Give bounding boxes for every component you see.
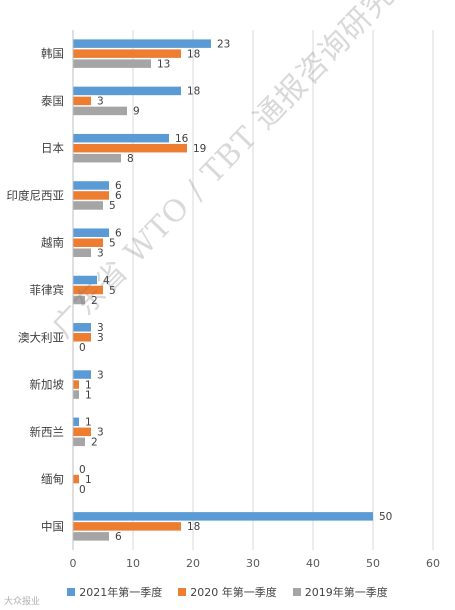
data-label: 3	[97, 96, 104, 108]
data-label: 9	[133, 106, 140, 118]
bar-2019	[73, 201, 103, 210]
category-label: 菲律宾	[30, 283, 65, 297]
bar-2021	[73, 133, 169, 143]
bar-2019	[73, 437, 85, 447]
bar-2020	[73, 427, 91, 437]
bar-2021	[73, 228, 109, 237]
source-mark: 大众报业	[4, 597, 41, 607]
data-label: 2	[91, 437, 98, 449]
bar-2019	[73, 532, 109, 541]
bar-2019	[73, 248, 91, 257]
bar-2020	[73, 285, 103, 295]
bar-2020	[73, 380, 79, 389]
bar-2021	[73, 39, 211, 48]
data-label: 1	[85, 379, 92, 391]
category-label: 澳大利亚	[18, 330, 64, 344]
data-label: 0	[79, 484, 86, 496]
chart-legend: 2021年第一季度 2020 年第一季度 2019年第一季度	[0, 583, 455, 601]
legend-swatch-2020	[178, 588, 187, 596]
data-label: 5	[109, 200, 116, 212]
data-label: 6	[115, 190, 122, 202]
x-tick-label: 0	[70, 557, 77, 570]
bar-2020	[73, 238, 103, 247]
x-tick-label: 60	[426, 557, 440, 570]
data-label: 6	[115, 227, 122, 239]
legend-item-2019: 2019年第一季度	[292, 584, 388, 600]
bar-2020	[73, 191, 109, 200]
data-label: 3	[97, 322, 104, 334]
x-tick-label: 30	[246, 557, 260, 570]
legend-label-2020: 2020 年第一季度	[190, 586, 277, 599]
legend-item-2021: 2021年第一季度	[67, 584, 162, 600]
data-label: 19	[193, 143, 206, 155]
data-label: 18	[187, 521, 200, 533]
bar-2020	[73, 522, 181, 531]
bar-2021	[73, 275, 97, 285]
data-label: 3	[97, 332, 104, 344]
legend-item-2020: 2020 年第一季度	[178, 584, 277, 600]
data-label: 6	[115, 531, 122, 543]
bar-2019	[73, 295, 85, 305]
data-label: 3	[97, 369, 104, 381]
legend-swatch-2019	[292, 588, 301, 596]
legend-label-2019: 2019年第一季度	[304, 586, 388, 599]
data-label: 4	[103, 275, 110, 287]
x-tick-label: 10	[126, 557, 140, 570]
data-label: 5	[109, 285, 116, 297]
category-label: 中国	[41, 519, 64, 533]
data-label: 18	[187, 86, 200, 98]
data-label: 1	[85, 389, 92, 401]
bar-2021	[73, 512, 373, 521]
bar-2019	[73, 59, 151, 68]
legend-label-2021: 2021年第一季度	[79, 586, 163, 599]
bar-2021	[73, 86, 181, 96]
bar-2019	[73, 390, 79, 399]
bar-2019	[73, 153, 121, 163]
bar-2020	[73, 96, 91, 106]
bar-2020	[73, 333, 91, 342]
data-label: 18	[187, 48, 200, 60]
legend-swatch-2021	[67, 588, 76, 596]
category-label: 新西兰	[30, 425, 65, 439]
category-label: 印度尼西亚	[7, 188, 65, 202]
category-label: 日本	[41, 141, 64, 155]
data-label: 8	[127, 153, 134, 165]
x-tick-label: 40	[306, 557, 320, 570]
data-label: 0	[79, 342, 86, 354]
bar-2020	[73, 143, 187, 153]
x-tick-label: 20	[186, 557, 200, 570]
category-label: 缅甸	[41, 472, 64, 486]
data-label: 0	[79, 464, 86, 476]
data-label: 23	[217, 38, 230, 50]
bar-2021	[73, 370, 91, 379]
data-label: 3	[97, 427, 104, 439]
bar-2020	[73, 474, 79, 484]
category-label: 新加坡	[30, 378, 65, 392]
bar-2021	[73, 181, 109, 190]
data-label: 16	[175, 133, 189, 145]
x-tick-label: 50	[366, 557, 380, 570]
category-label: 韩国	[41, 47, 64, 61]
bar-2019	[73, 106, 127, 116]
data-label: 6	[115, 180, 122, 192]
data-label: 3	[97, 247, 104, 259]
bar-2021	[73, 323, 91, 332]
category-label: 泰国	[41, 94, 64, 108]
data-label: 5	[109, 237, 116, 249]
data-label: 50	[379, 511, 392, 523]
data-label: 2	[91, 295, 98, 307]
data-label: 1	[85, 417, 92, 429]
data-label: 13	[157, 58, 170, 70]
data-label: 1	[85, 474, 92, 486]
bar-2021	[73, 417, 79, 427]
category-label: 越南	[41, 236, 64, 250]
bar-2020	[73, 49, 181, 58]
